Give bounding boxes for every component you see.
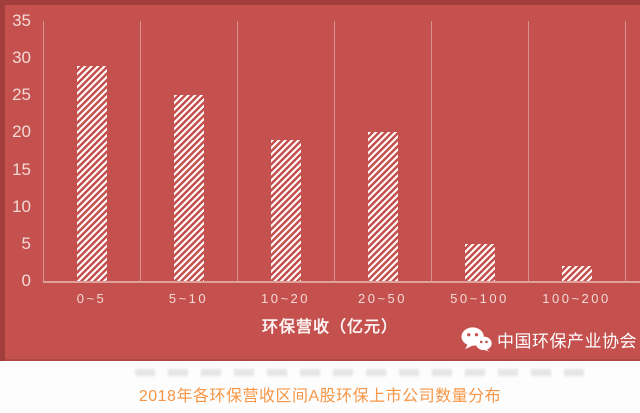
x-axis-line bbox=[43, 281, 640, 283]
x-tick-label: 100~200 bbox=[542, 291, 611, 306]
y-axis-line bbox=[43, 21, 44, 281]
y-tick-label: 10 bbox=[12, 196, 31, 216]
x-tick-label: 5~10 bbox=[168, 291, 209, 306]
x-tick-label: 0~5 bbox=[76, 291, 107, 306]
x-tick-label: 10~20 bbox=[260, 291, 310, 306]
x-tick-label: 50~100 bbox=[450, 291, 509, 306]
plot-area: 0 5 10 15 20 25 30 35 0~5 5~10 10~20 20~50 50~100 100… bbox=[12, 11, 640, 306]
gridline bbox=[528, 21, 529, 281]
caption-band: 2018年各环保营收区间A股环保上市公司数量分布 bbox=[0, 361, 640, 413]
watermark: 中国环保产业协会 bbox=[461, 325, 637, 353]
bar-chart: 0 5 10 15 20 25 30 35 0~5 5~10 10~20 20~50 50~100 100… bbox=[0, 0, 640, 361]
gridline bbox=[334, 21, 335, 281]
bar bbox=[561, 266, 592, 281]
bar bbox=[76, 65, 107, 281]
y-tick-label: 30 bbox=[12, 48, 31, 68]
gridline bbox=[237, 21, 238, 281]
x-axis-title: 环保营收（亿元） bbox=[261, 319, 399, 336]
chart-top-edge bbox=[0, 0, 640, 5]
y-tick-label: 20 bbox=[12, 122, 31, 142]
bar bbox=[367, 132, 398, 281]
gridline bbox=[625, 21, 626, 281]
y-tick-label: 0 bbox=[21, 271, 31, 290]
y-tick-label: 35 bbox=[12, 11, 31, 30]
bar bbox=[173, 95, 204, 281]
wechat-icon bbox=[461, 327, 492, 352]
chart-left-edge bbox=[0, 0, 5, 361]
gridline bbox=[431, 21, 432, 281]
gridline bbox=[140, 21, 141, 281]
y-tick-label: 15 bbox=[12, 159, 31, 179]
bar bbox=[270, 139, 301, 281]
y-tick-label: 5 bbox=[21, 233, 31, 253]
watermark-label: 中国环保产业协会 bbox=[497, 331, 637, 351]
chart-caption: 2018年各环保营收区间A股环保上市公司数量分布 bbox=[138, 388, 502, 405]
y-tick-label: 25 bbox=[12, 85, 31, 105]
ghost-artifact-strip bbox=[135, 369, 585, 376]
bar bbox=[464, 243, 495, 281]
x-tick-label: 20~50 bbox=[357, 291, 407, 306]
